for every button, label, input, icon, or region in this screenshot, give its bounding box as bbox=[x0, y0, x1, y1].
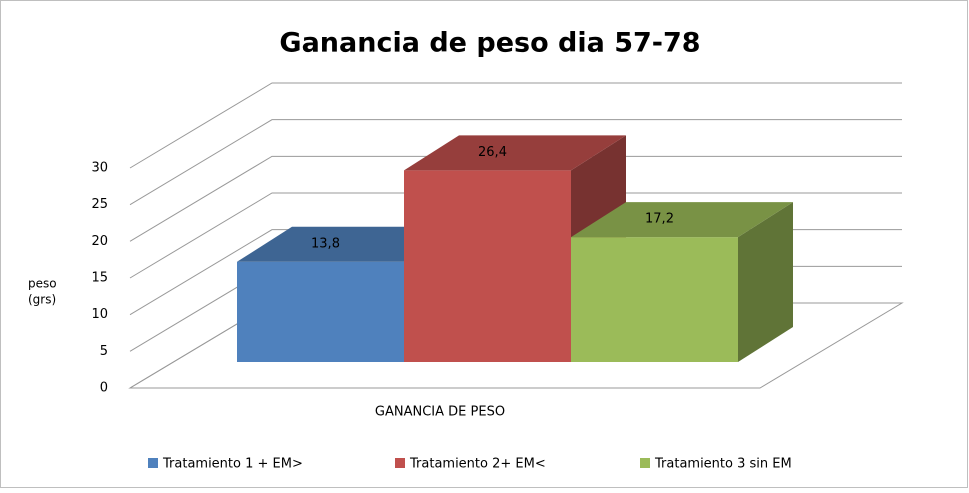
y-tick-label: 20 bbox=[91, 234, 108, 249]
y-axis-label: (grs) bbox=[28, 293, 56, 307]
bar-front bbox=[571, 237, 738, 362]
chart-title: Ganancia de peso dia 57-78 bbox=[279, 28, 700, 59]
bar-top bbox=[404, 135, 626, 171]
legend-label: Tratamiento 2+ EM< bbox=[409, 457, 546, 472]
legend-swatch bbox=[640, 458, 650, 468]
y-tick-label: 25 bbox=[91, 197, 108, 212]
data-label: 17,2 bbox=[645, 212, 674, 227]
x-tick-label: GANANCIA DE PESO bbox=[375, 405, 505, 420]
legend-label: Tratamiento 1 + EM> bbox=[162, 457, 303, 472]
bar-front bbox=[237, 261, 404, 362]
y-tick-label: 5 bbox=[100, 344, 108, 359]
y-tick-label: 15 bbox=[91, 271, 108, 286]
y-axis-label: peso bbox=[28, 277, 57, 291]
grid-line bbox=[129, 119, 902, 206]
y-tick-label: 30 bbox=[91, 161, 108, 176]
y-tick-label: 0 bbox=[100, 381, 108, 396]
bar-top bbox=[237, 226, 459, 262]
legend-label: Tratamiento 3 sin EM bbox=[654, 457, 792, 472]
data-label: 26,4 bbox=[478, 145, 507, 160]
bar-front bbox=[404, 170, 571, 362]
grid-line bbox=[129, 155, 902, 242]
legend-swatch bbox=[148, 458, 158, 468]
y-tick-label: 10 bbox=[91, 307, 108, 322]
bar-top bbox=[571, 202, 793, 238]
data-label: 13,8 bbox=[311, 236, 340, 251]
grid-line bbox=[129, 192, 902, 279]
grid-line bbox=[129, 82, 902, 169]
bar-side bbox=[738, 202, 793, 362]
legend-swatch bbox=[395, 458, 405, 468]
